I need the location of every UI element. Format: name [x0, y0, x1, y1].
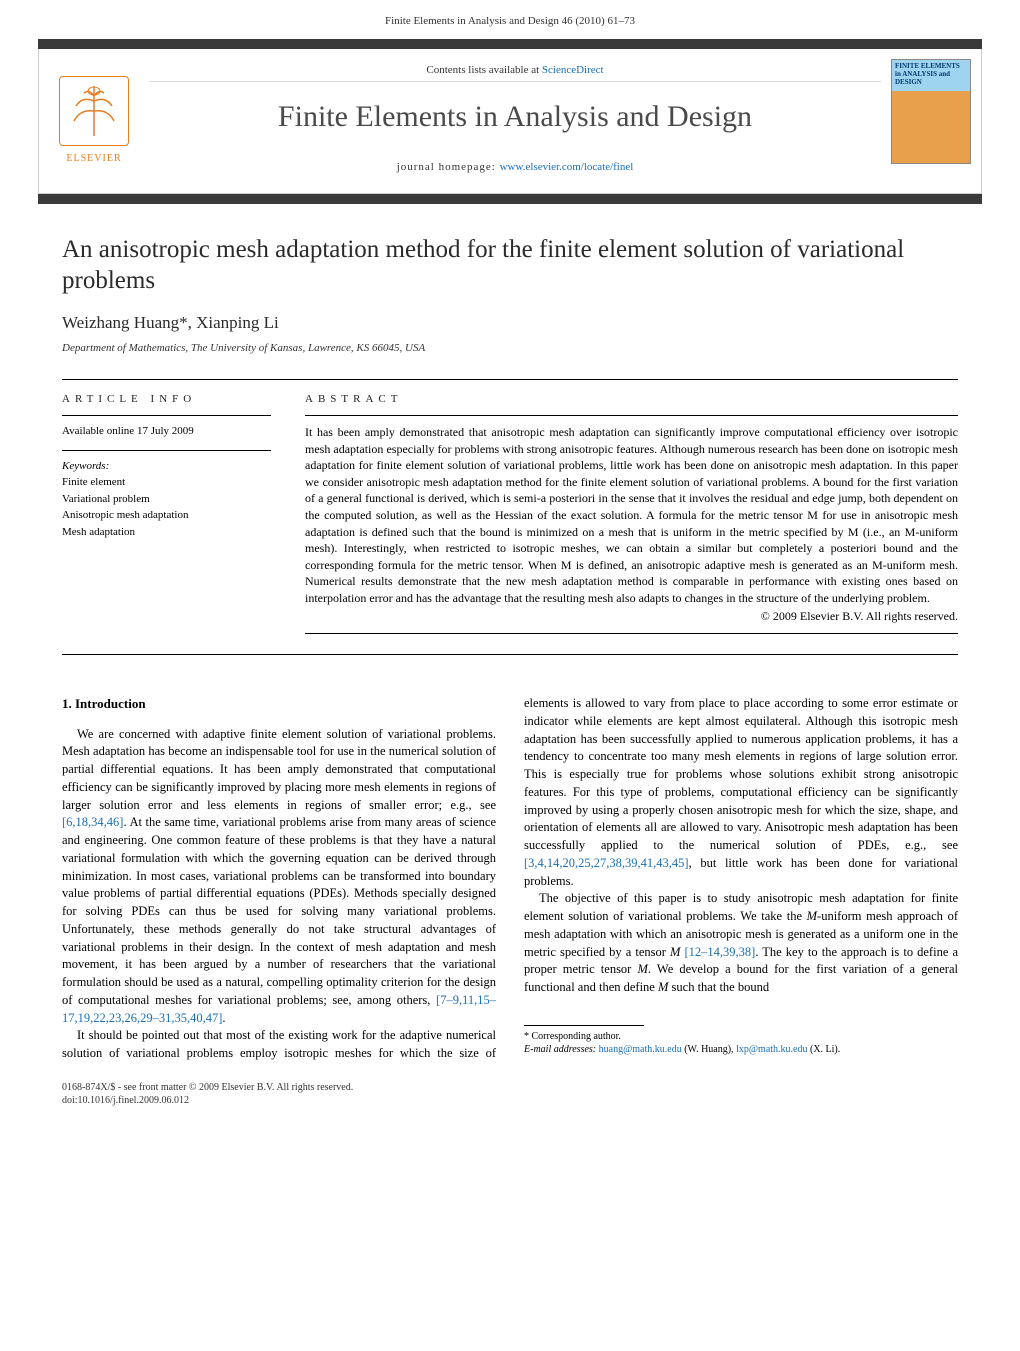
- journal-homepage-link[interactable]: www.elsevier.com/locate/finel: [500, 161, 634, 173]
- text-run: . At the same time, variational problems…: [62, 815, 496, 989]
- cover-column: FINITE ELEMENTS in ANALYSIS and DESIGN: [881, 49, 981, 193]
- contents-prefix: Contents lists available at: [426, 64, 541, 76]
- running-header: Finite Elements in Analysis and Design 4…: [0, 0, 1020, 39]
- text-run: .: [222, 1011, 225, 1025]
- article-title: An anisotropic mesh adaptation method fo…: [62, 234, 958, 297]
- keyword: Finite element: [62, 474, 271, 491]
- citation-link[interactable]: [3,4,14,20,25,27,38,39,41,43,45]: [524, 856, 689, 870]
- article-info-heading: ARTICLE INFO: [62, 392, 271, 407]
- section-heading: 1. Introduction: [62, 695, 496, 713]
- sciencedirect-link[interactable]: ScienceDirect: [542, 64, 604, 76]
- text-italic: M: [637, 962, 647, 976]
- journal-cover-thumbnail: FINITE ELEMENTS in ANALYSIS and DESIGN: [891, 59, 971, 164]
- journal-center: Contents lists available at ScienceDirec…: [149, 49, 881, 193]
- abstract-block: ABSTRACT It has been amply demonstrated …: [287, 380, 958, 654]
- info-abstract-row: ARTICLE INFO Available online 17 July 20…: [62, 379, 958, 655]
- text-italic: M: [658, 980, 668, 994]
- divider: [62, 450, 271, 451]
- keywords-heading: Keywords:: [62, 459, 271, 474]
- journal-title: Finite Elements in Analysis and Design: [149, 96, 881, 138]
- journal-top-bar: [38, 39, 982, 49]
- publisher-block: ELSEVIER: [39, 49, 149, 193]
- abstract-text: It has been amply demonstrated that anis…: [305, 424, 958, 606]
- journal-bottom-bar: [38, 194, 982, 204]
- page-footer: 0168-874X/$ - see front matter © 2009 El…: [0, 1063, 1020, 1137]
- citation-link[interactable]: [6,18,34,46]: [62, 815, 123, 829]
- body-paragraph: We are concerned with adaptive finite el…: [62, 726, 496, 1028]
- text-italic: M: [807, 909, 817, 923]
- journal-header-box: ELSEVIER Contents lists available at Sci…: [38, 49, 982, 194]
- issn-line: 0168-874X/$ - see front matter © 2009 El…: [62, 1081, 958, 1094]
- contents-line: Contents lists available at ScienceDirec…: [149, 57, 881, 81]
- corresponding-author: * Corresponding author.: [524, 1030, 958, 1044]
- author-email-link[interactable]: huang@math.ku.edu: [599, 1044, 682, 1055]
- author-email-link[interactable]: lxp@math.ku.edu: [736, 1044, 807, 1055]
- divider: [305, 415, 958, 416]
- publisher-logo: [59, 76, 129, 146]
- body-paragraph: The objective of this paper is to study …: [524, 890, 958, 997]
- affiliation: Department of Mathematics, The Universit…: [62, 341, 958, 356]
- abstract-heading: ABSTRACT: [305, 392, 958, 407]
- authors: Weizhang Huang*, Xianping Li: [62, 311, 958, 335]
- available-online: Available online 17 July 2009: [62, 424, 271, 439]
- text-run: such that the bound: [668, 980, 769, 994]
- email-line: E-mail addresses: huang@math.ku.edu (W. …: [524, 1043, 958, 1057]
- email-label: E-mail addresses:: [524, 1044, 599, 1055]
- article-body: An anisotropic mesh adaptation method fo…: [0, 234, 1020, 1063]
- divider: [62, 415, 271, 416]
- publisher-name: ELSEVIER: [66, 152, 121, 166]
- text-run: (W. Huang),: [682, 1044, 736, 1055]
- keyword: Mesh adaptation: [62, 524, 271, 541]
- journal-homepage-line: journal homepage: www.elsevier.com/locat…: [149, 160, 881, 175]
- abstract-copyright: © 2009 Elsevier B.V. All rights reserved…: [305, 608, 958, 625]
- doi-line: doi:10.1016/j.finel.2009.06.012: [62, 1094, 958, 1107]
- article-info-block: ARTICLE INFO Available online 17 July 20…: [62, 380, 287, 654]
- text-run: We are concerned with adaptive finite el…: [62, 727, 496, 812]
- keyword: Variational problem: [62, 491, 271, 508]
- keyword: Anisotropic mesh adaptation: [62, 507, 271, 524]
- homepage-prefix: journal homepage:: [397, 161, 500, 173]
- text-italic: M: [670, 945, 680, 959]
- divider: [305, 633, 958, 634]
- cover-title-text: FINITE ELEMENTS in ANALYSIS and DESIGN: [895, 63, 967, 86]
- citation-link[interactable]: [12–14,39,38]: [685, 945, 756, 959]
- body-two-column: 1. Introduction We are concerned with ad…: [62, 695, 958, 1063]
- footnotes: * Corresponding author. E-mail addresses…: [524, 1026, 958, 1057]
- text-run: (X. Li).: [807, 1044, 840, 1055]
